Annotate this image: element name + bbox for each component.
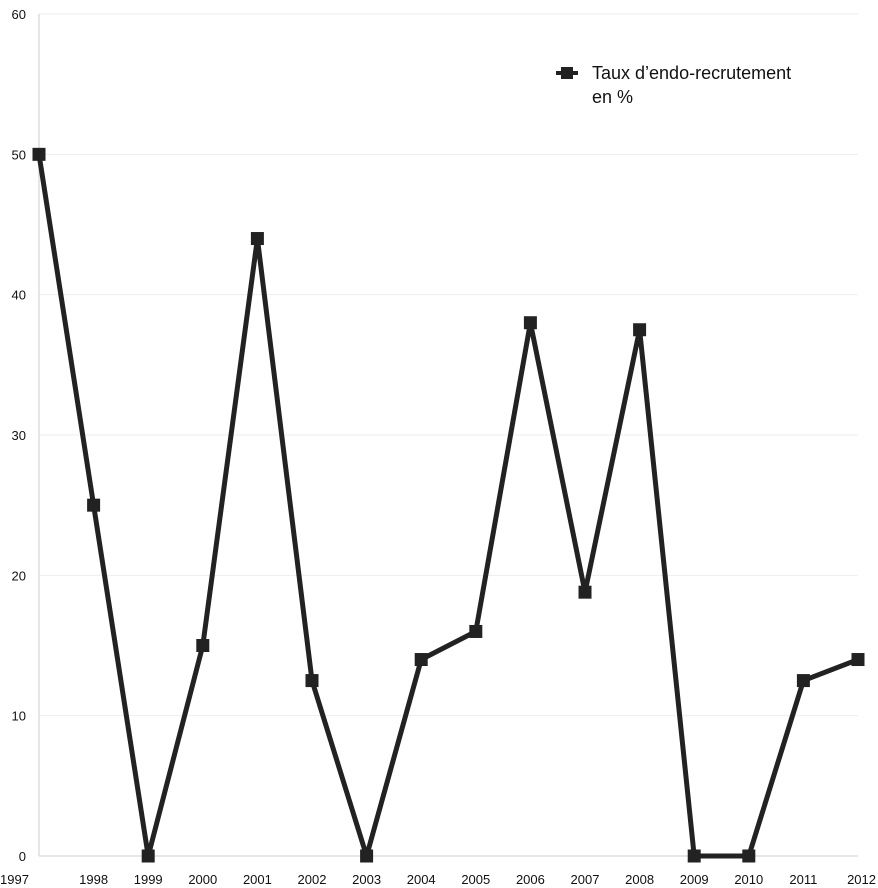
legend-label-line-1: Taux d’endo-recrutement: [592, 63, 791, 83]
series-group: [32, 147, 865, 863]
data-point-1999: [141, 849, 155, 863]
y-tick-labels: 0 10 20 30 40 50 60: [12, 7, 26, 864]
data-point-2003: [360, 849, 374, 863]
legend: Taux d’endo-recrutement en %: [556, 63, 791, 107]
x-tick-label-2009: 2009: [680, 872, 709, 887]
x-tick-label-2012: 2012: [847, 872, 876, 887]
data-point-2011: [796, 674, 810, 688]
x-tick-label-2001: 2001: [243, 872, 272, 887]
x-tick-label-2010: 2010: [734, 872, 763, 887]
data-point-2007: [578, 585, 592, 599]
data-point-2005: [469, 624, 483, 638]
data-point-2000: [196, 639, 210, 652]
y-tick-label-20: 20: [12, 568, 26, 583]
y-tick-label-40: 40: [12, 288, 26, 303]
x-tick-label-1998: 1998: [79, 872, 108, 887]
legend-marker-swatch: [561, 67, 573, 79]
x-tick-label-1997: 1997: [0, 872, 29, 887]
data-point-2006: [523, 316, 537, 330]
x-tick-label-2002: 2002: [298, 872, 327, 887]
data-point-1997: [32, 147, 46, 161]
x-tick-label-2000: 2000: [188, 872, 217, 887]
x-tick-label-2004: 2004: [407, 872, 436, 887]
x-tick-label-2003: 2003: [352, 872, 381, 887]
x-tick-label-2008: 2008: [625, 872, 654, 887]
data-point-2002: [305, 674, 319, 688]
data-point-2010: [742, 849, 756, 863]
data-point-1998: [87, 498, 101, 512]
data-point-2009: [687, 849, 701, 863]
x-tick-label-1999: 1999: [134, 872, 163, 887]
y-tick-label-60: 60: [12, 7, 26, 22]
x-tick-label-2007: 2007: [571, 872, 600, 887]
x-tick-label-2006: 2006: [516, 872, 545, 887]
y-tick-label-0: 0: [19, 849, 26, 864]
series-line-0: [36, 153, 859, 859]
legend-label-line-2: en %: [592, 87, 633, 107]
data-point-2008: [633, 323, 647, 337]
y-tick-label-10: 10: [12, 709, 26, 724]
data-point-2012: [851, 653, 865, 667]
data-point-2004: [414, 653, 428, 667]
data-point-2001: [250, 232, 264, 246]
y-tick-label-30: 30: [12, 428, 26, 443]
y-tick-label-50: 50: [12, 147, 26, 162]
x-tick-label-2005: 2005: [461, 872, 490, 887]
x-tick-label-2011: 2011: [789, 872, 817, 887]
x-tick-labels: 1997 1998 1999 2000 2001 2002 2003 2004 2005 2006…: [0, 872, 876, 887]
gridlines: [39, 13, 858, 717]
